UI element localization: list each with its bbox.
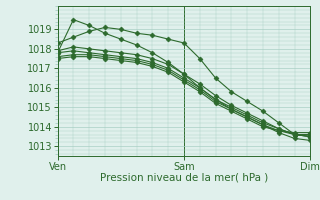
X-axis label: Pression niveau de la mer( hPa ): Pression niveau de la mer( hPa ) — [100, 173, 268, 183]
